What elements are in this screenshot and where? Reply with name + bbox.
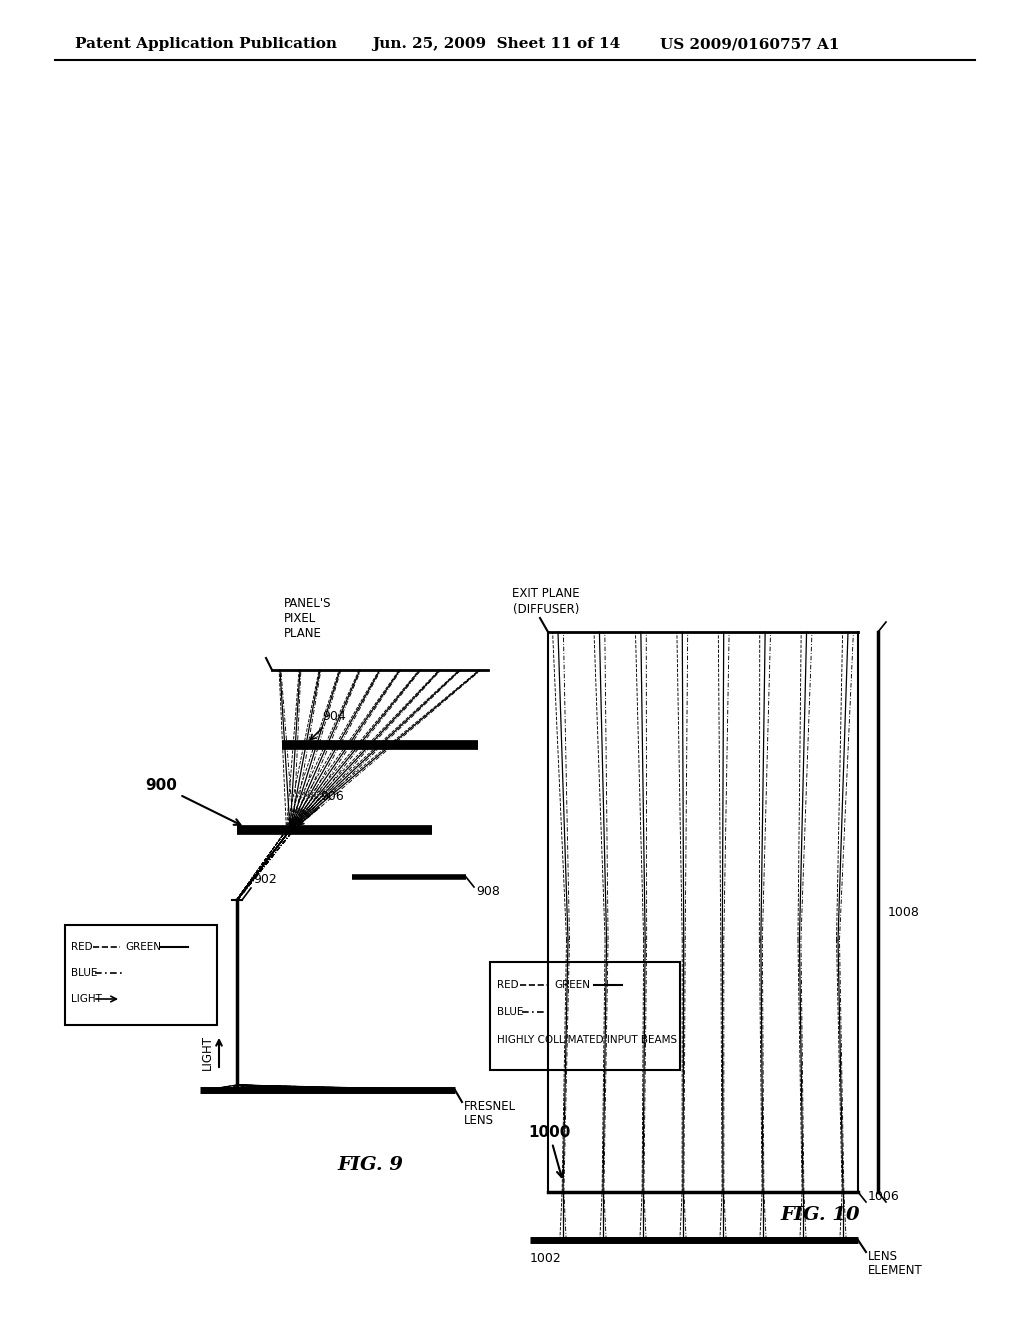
Text: 1006: 1006 [868,1189,900,1203]
Text: 906: 906 [299,789,344,825]
Text: HIGHLY COLLIMATED INPUT BEAMS: HIGHLY COLLIMATED INPUT BEAMS [497,1035,677,1045]
Text: PANEL'S
PIXEL
PLANE: PANEL'S PIXEL PLANE [284,597,332,640]
Text: FIG. 9: FIG. 9 [337,1156,403,1173]
Text: Jun. 25, 2009  Sheet 11 of 14: Jun. 25, 2009 Sheet 11 of 14 [372,37,621,51]
Text: GREEN: GREEN [125,942,161,952]
Text: LENS: LENS [464,1114,494,1127]
Text: LIGHT: LIGHT [201,1035,213,1069]
Bar [65,925,217,1026]
Text: 904: 904 [310,710,346,739]
Text: 1002: 1002 [530,1251,562,1265]
Text: 1000: 1000 [528,1125,570,1177]
Text: BLUE: BLUE [497,1007,523,1016]
Text: FRESNEL: FRESNEL [464,1100,516,1113]
Text: 908: 908 [476,884,500,898]
Text: LIGHT: LIGHT [71,994,101,1005]
Text: RED: RED [497,979,518,990]
Text: Patent Application Publication: Patent Application Publication [75,37,337,51]
Bar [490,962,680,1071]
Text: RED: RED [71,942,92,952]
Text: US 2009/0160757 A1: US 2009/0160757 A1 [660,37,840,51]
Text: ELEMENT: ELEMENT [868,1265,923,1276]
Text: 900: 900 [145,777,241,825]
Text: LENS: LENS [868,1250,898,1263]
Text: GREEN: GREEN [554,979,590,990]
Text: 902: 902 [253,873,276,886]
Text: EXIT PLANE: EXIT PLANE [512,587,580,601]
Text: BLUE: BLUE [71,968,97,978]
Text: FIG. 10: FIG. 10 [780,1206,860,1224]
Text: 1008: 1008 [888,906,920,919]
Text: (DIFFUSER): (DIFFUSER) [513,603,580,616]
